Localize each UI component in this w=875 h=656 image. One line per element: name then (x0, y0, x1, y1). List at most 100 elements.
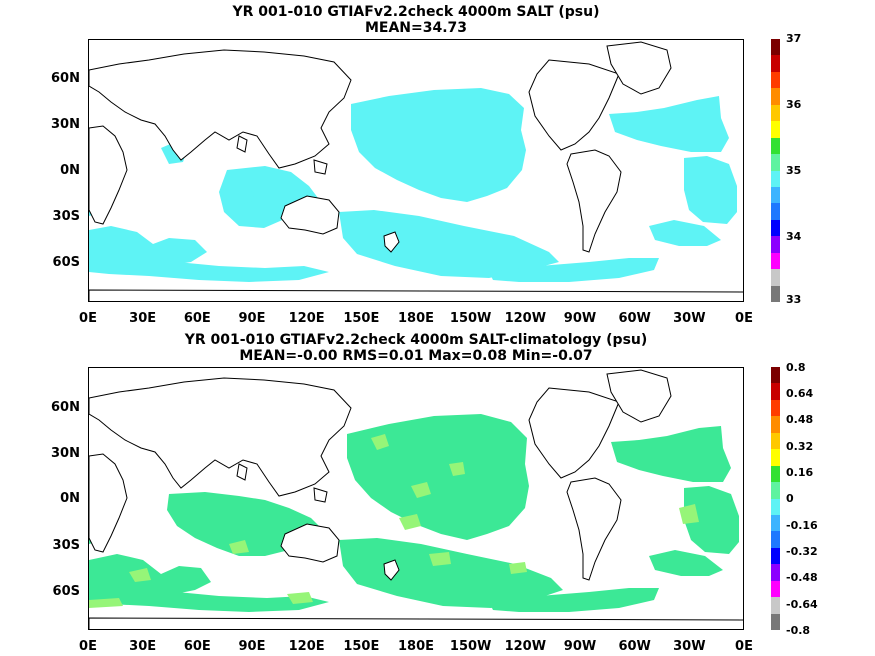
panel1-xtick: 90W (563, 311, 597, 326)
colorbar-swatch (771, 531, 780, 548)
panel2-cbar-label-9: -0.64 (786, 598, 818, 611)
colorbar-swatch (771, 547, 780, 565)
panel2-title: YR 001-010 GTIAFv2.2check 4000m SALT-cli… (184, 332, 648, 348)
colorbar-swatch (771, 367, 780, 384)
panel2-cbar-label-7: -0.32 (786, 545, 818, 558)
colorbar-swatch (771, 137, 780, 155)
panel2-xtick: 90E (238, 639, 266, 654)
panel1-map (88, 39, 744, 302)
panel2-accent-region (229, 540, 249, 554)
panel2-cbar-label-8: -0.48 (786, 571, 818, 584)
panel2-xtick: 60E (183, 639, 211, 654)
panel2-anomaly-fill (89, 414, 739, 612)
panel2-accent-region (449, 462, 465, 476)
panel1-xtick: 30E (129, 311, 157, 326)
panel2-accent-region (411, 482, 431, 498)
panel1-colorbar (771, 39, 780, 302)
panel1-ytick-30n: 30N (51, 117, 80, 132)
panel2-coastlines (89, 369, 743, 629)
colorbar-swatch (771, 432, 780, 450)
panel2-cbar-label-4: 0.16 (786, 466, 814, 479)
panel2-fill-region (611, 426, 731, 482)
panel1-xtick: 120W (504, 311, 547, 326)
panel2-xtick: 150E (343, 639, 380, 654)
panel2-accent-region (679, 504, 699, 524)
panel2-xtick: 0E (735, 639, 753, 654)
panel1-map-svg (89, 41, 743, 301)
panel2-accent-region (429, 552, 451, 566)
colorbar-swatch (771, 597, 780, 614)
panel1-ytick-60n: 60N (51, 71, 80, 86)
panel2-accent-region (399, 514, 421, 530)
panel2-xtick: 30E (129, 639, 157, 654)
colorbar-swatch (771, 39, 780, 56)
panel1-fill-region (89, 226, 207, 266)
panel1-cbar-label-35: 35 (786, 164, 802, 177)
panel2-map-svg (89, 369, 743, 629)
panel2-xtick: 0E (79, 639, 97, 654)
panel2-cbar-label-0: 0.8 (786, 361, 806, 374)
panel2-xtick: 180E (397, 639, 435, 654)
panel1-xtick: 30W (673, 311, 706, 326)
colorbar-swatch (771, 203, 780, 220)
panel1-xtick: 120E (288, 311, 325, 326)
panel2-accent-region (287, 592, 313, 604)
panel1-fill-region (239, 190, 255, 204)
colorbar-swatch (771, 88, 780, 105)
panel1-fill-region (89, 256, 329, 282)
panel2-ytick-30n: 30N (51, 446, 80, 461)
panel1-xtick: 90E (238, 311, 266, 326)
panel1-fill-region (489, 258, 659, 282)
panel1-xtick: 180E (397, 311, 435, 326)
panel1-fill-region (649, 220, 721, 246)
colorbar-swatch (771, 252, 780, 270)
colorbar-swatch (771, 121, 780, 138)
panel2-ytick-30s: 30S (52, 538, 80, 553)
panel2-fill-region (347, 414, 529, 540)
panel2-cbar-label-10: -0.8 (786, 624, 811, 637)
panel1-ytick-0n: 0N (60, 163, 80, 178)
panel1-cbar-label-34: 34 (786, 230, 802, 243)
panel1-salinity-fill (89, 88, 737, 282)
panel2-colorbar (771, 367, 780, 630)
panel1-xtick: 150W (449, 311, 492, 326)
panel2-xtick: 60W (618, 639, 651, 654)
panel2-xtick: 30W (673, 639, 706, 654)
panel2-fill-region (649, 550, 723, 576)
panel1-xtick: 60W (618, 311, 651, 326)
panel2-ytick-60n: 60N (51, 400, 80, 415)
panel2-fill-region (89, 554, 211, 596)
panel1-cbar-label-33: 33 (786, 293, 802, 306)
panel2-cbar-label-1: 0.64 (786, 387, 814, 400)
colorbar-swatch (771, 154, 780, 171)
panel1-fill-region (351, 88, 526, 202)
panel2-accent-region (509, 562, 527, 574)
panel1-fill-region (339, 210, 559, 278)
colorbar-swatch (771, 564, 780, 581)
panel1-xtick: 0E (735, 311, 753, 326)
panel1-ytick-60s: 60S (52, 255, 80, 270)
colorbar-swatch (771, 269, 780, 286)
panel2-fill-region (89, 586, 329, 612)
panel2-accent-region (129, 568, 151, 582)
colorbar-swatch (771, 416, 780, 433)
panel2-ytick-0n: 0N (60, 491, 80, 506)
panel1-cbar-label-37: 37 (786, 32, 802, 45)
colorbar-swatch (771, 399, 780, 417)
colorbar-swatch (771, 465, 780, 483)
panel2-map (88, 367, 744, 630)
panel1-xtick: 150E (343, 311, 380, 326)
colorbar-swatch (771, 383, 780, 400)
panel2-ytick-60s: 60S (52, 584, 80, 599)
panel2-xtick: 120E (288, 639, 325, 654)
panel2-cbar-label-5: 0 (786, 492, 794, 505)
colorbar-swatch (771, 482, 780, 499)
colorbar-swatch (771, 186, 780, 204)
colorbar-swatch (771, 498, 780, 515)
panel1-cbar-label-36: 36 (786, 98, 802, 111)
colorbar-swatch (771, 104, 780, 122)
colorbar-swatch (771, 236, 780, 253)
panel2-fill-region (684, 486, 739, 554)
panel1-fill-region (609, 96, 729, 152)
panel2-xtick: 120W (504, 639, 547, 654)
